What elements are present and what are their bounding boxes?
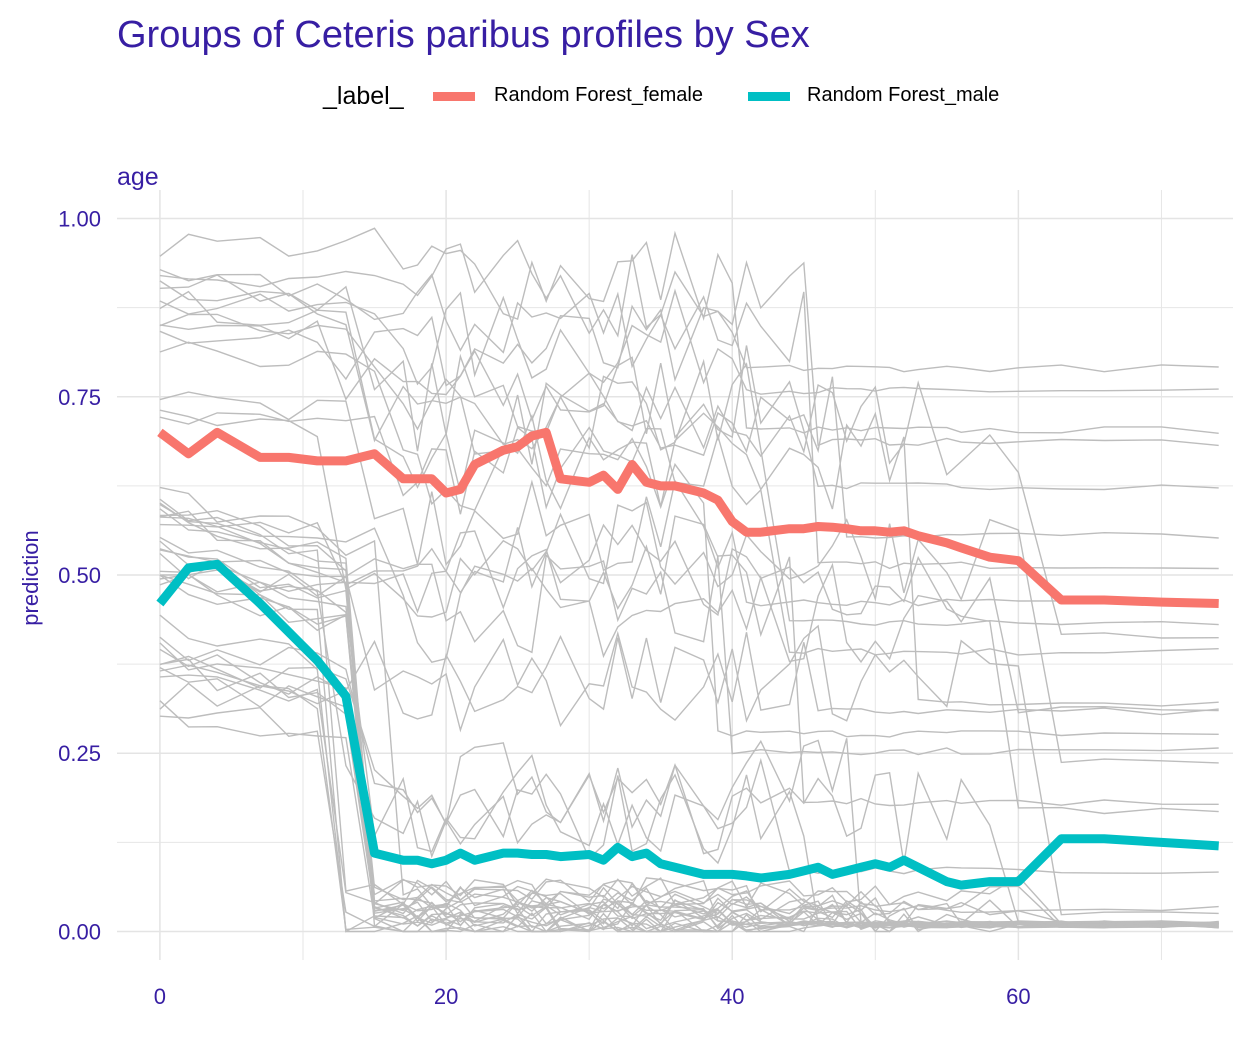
profile-line (159, 574, 1219, 929)
profile-line (159, 503, 1219, 714)
profile-line (159, 391, 1219, 607)
y-tick-label: 1.00 (58, 207, 101, 232)
profile-line (159, 515, 1219, 756)
profile-line (159, 642, 1219, 914)
chart-title: Groups of Ceteris paribus profiles by Se… (117, 14, 810, 56)
facet-label: age (117, 163, 159, 191)
x-tick-label: 60 (1006, 984, 1030, 1009)
profile-line (159, 624, 1219, 916)
profile-line (159, 666, 1219, 928)
profile-line (159, 280, 1219, 639)
legend-key-male (748, 92, 790, 101)
profile-line (159, 239, 1219, 447)
y-tick-label: 0.50 (58, 563, 101, 588)
series-line-female (157, 427, 1219, 608)
series-line-male (156, 559, 1219, 890)
profile-line (159, 227, 1219, 434)
profile-line (159, 290, 1219, 707)
profile-line (159, 498, 1219, 929)
legend-title: _label_ (323, 82, 404, 110)
y-tick-label: 0.00 (58, 919, 101, 944)
profile-line (159, 304, 1219, 387)
profile-line (159, 648, 1219, 929)
profile-line (159, 569, 1219, 733)
y-tick-label: 0.25 (58, 741, 101, 766)
profile-line (159, 412, 1219, 656)
profile-line (159, 409, 1219, 815)
legend-key-female (433, 92, 475, 101)
profile-line (159, 664, 1219, 933)
x-tick-label: 0 (154, 984, 166, 1009)
profile-line (159, 508, 1219, 933)
x-tick-label: 20 (434, 984, 458, 1009)
profile-line (159, 536, 1219, 927)
profile-line (159, 552, 1219, 807)
y-tick-label: 0.75 (58, 385, 101, 410)
legend-label-female: Random Forest_female (494, 84, 703, 106)
legend: _label_ Random Forest_female Random Fore… (0, 82, 1248, 112)
legend-label-male: Random Forest_male (807, 84, 1000, 106)
profile-line (159, 573, 1219, 933)
profile-line (159, 320, 1219, 491)
profile-line (159, 274, 1219, 627)
profile-line (159, 636, 1219, 929)
x-tick-label: 40 (720, 984, 744, 1009)
profile-line (159, 341, 1219, 738)
profile-line (159, 288, 1219, 395)
